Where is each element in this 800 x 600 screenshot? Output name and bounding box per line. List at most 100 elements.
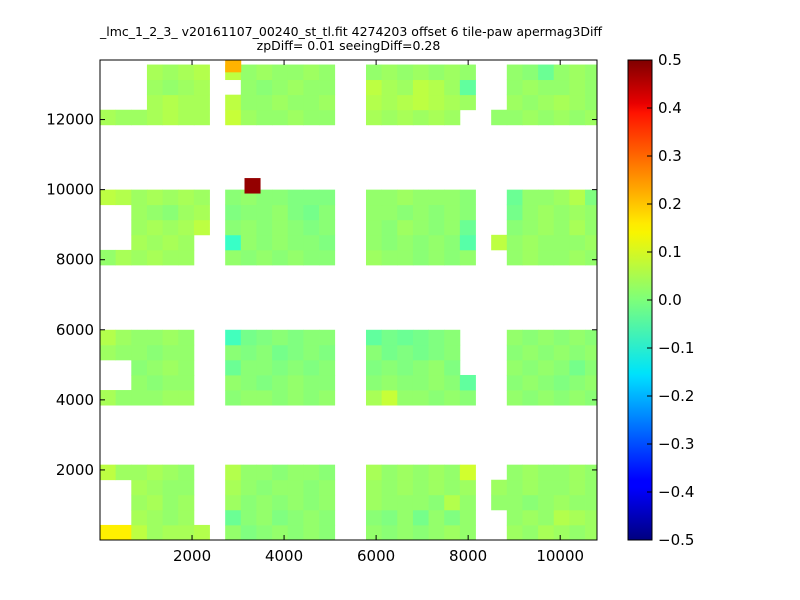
heatmap-cell (319, 204, 336, 221)
heatmap-cell (256, 329, 273, 346)
heatmap-cell (522, 79, 539, 96)
heatmap-cell (428, 464, 445, 481)
heatmap-cell (381, 390, 398, 406)
plot-frame (99, 59, 598, 541)
heatmap-cell (538, 509, 555, 526)
heatmap-cell (225, 189, 242, 206)
heatmap-cell (319, 374, 336, 391)
heatmap-cell (538, 344, 555, 361)
heatmap-cell (522, 329, 539, 346)
heatmap-cell (240, 479, 257, 496)
heatmap-cell (225, 374, 242, 391)
heatmap-cell (319, 329, 336, 346)
heatmap-cell (303, 464, 320, 481)
heatmap-cell (444, 79, 461, 96)
heatmap-cell (569, 509, 586, 526)
heatmap-cell (319, 94, 336, 111)
heatmap-cell (272, 219, 289, 236)
heatmap-cell (381, 344, 398, 361)
heatmap-cell (444, 234, 461, 251)
heatmap-cell (287, 249, 304, 266)
heatmap-cell (365, 94, 383, 111)
heatmap-cell (193, 524, 210, 540)
heatmap-cell (240, 464, 257, 481)
heatmap-cell (522, 189, 539, 206)
heatmap-cell (381, 204, 398, 221)
heatmap-cell (146, 79, 163, 96)
heatmap-cell (444, 390, 461, 406)
heatmap-cell (319, 79, 336, 96)
heatmap-cell (397, 359, 414, 376)
heatmap-cell (585, 249, 597, 266)
heatmap-cell (491, 494, 508, 511)
heatmap-cell (428, 219, 445, 236)
heatmap-cell (553, 64, 570, 81)
heatmap-cell (444, 219, 461, 236)
heatmap-cell (522, 344, 539, 361)
heatmap-cell (412, 464, 429, 481)
heatmap-cell (272, 249, 289, 266)
heatmap-cell (146, 109, 163, 126)
heatmap-cell (225, 219, 242, 236)
heatmap-cell (506, 204, 523, 221)
heatmap-cell (459, 204, 476, 221)
heatmap-cell (412, 219, 429, 236)
heatmap-cell (115, 390, 132, 406)
heatmap-cell (585, 219, 597, 236)
heatmap-cell (365, 464, 383, 481)
heatmap-cell (225, 204, 242, 221)
colorbar-tick-label: −0.3 (658, 435, 694, 453)
heatmap-cell (131, 109, 148, 126)
heatmap-cell (240, 79, 257, 96)
heatmap-cell (256, 234, 273, 251)
heatmap-cell (178, 479, 195, 496)
heatmap-cell (319, 359, 336, 376)
heatmap-cell (146, 494, 163, 511)
heatmap-cell (397, 344, 414, 361)
heatmap-cell (162, 234, 179, 251)
heatmap-cell (193, 64, 210, 81)
heatmap-cells (100, 60, 597, 540)
heatmap-cell (444, 464, 461, 481)
heatmap-cell (397, 219, 414, 236)
heatmap-cell (146, 390, 163, 406)
heatmap-cell (319, 109, 336, 126)
heatmap-cell (459, 479, 476, 496)
heatmap-cell (506, 494, 523, 511)
heatmap-cell (303, 64, 320, 81)
heatmap-cell (100, 390, 117, 406)
heatmap-cell (287, 494, 304, 511)
heatmap-cell (100, 189, 117, 206)
heatmap-cell (178, 219, 195, 236)
heatmap-cell (381, 109, 398, 126)
heatmap-cell (585, 479, 597, 496)
heatmap-cell (100, 344, 117, 361)
heatmap-cell (319, 390, 336, 406)
heatmap-cell (506, 94, 523, 111)
colorbar-tick-label: 0.0 (658, 291, 682, 309)
heatmap-cell (131, 494, 148, 511)
heatmap-cell (272, 79, 289, 96)
heatmap-cell (319, 464, 336, 481)
heatmap-cell (585, 390, 597, 406)
heatmap-cell (162, 189, 179, 206)
heatmap-cell (506, 249, 523, 266)
heatmap-cell (319, 234, 336, 251)
heatmap-cell (491, 109, 508, 126)
y-tick-label: 6000 (56, 321, 94, 339)
heatmap-cell (428, 79, 445, 96)
heatmap-cell (162, 374, 179, 391)
heatmap-cell (146, 64, 163, 81)
heatmap-cell (256, 359, 273, 376)
heatmap-cell (428, 64, 445, 81)
heatmap-cell (459, 524, 476, 540)
heatmap-cell (225, 94, 242, 111)
heatmap-cell (256, 64, 273, 81)
heatmap-cell (287, 524, 304, 540)
x-tick-label: 2000 (173, 547, 211, 565)
heatmap-cell (506, 234, 523, 251)
heatmap-cell (428, 359, 445, 376)
heatmap-cell (240, 94, 257, 111)
heatmap-cell (256, 249, 273, 266)
